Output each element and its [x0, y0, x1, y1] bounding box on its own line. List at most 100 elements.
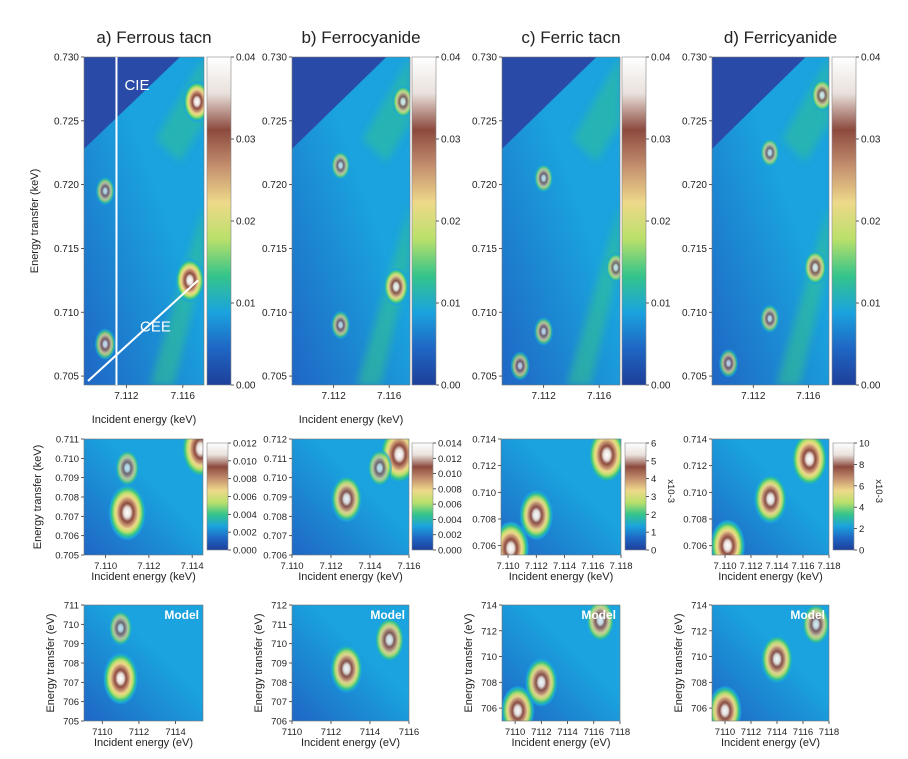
- panel-title: b) Ferrocyanide: [301, 28, 420, 47]
- panel-a3: 705 706 707 708 709 710 711 7110 7112 7114Inciden…: [45, 601, 204, 749]
- panel-title: d) Ferricyanide: [724, 28, 837, 47]
- colorbar: [624, 442, 647, 551]
- heatmap-feature: [501, 520, 530, 555]
- diagonal-band: [572, 57, 620, 162]
- colorbar-tick-label: 0.02: [236, 217, 256, 228]
- heatmap-feature: [367, 449, 393, 487]
- diagonal-band: [776, 204, 829, 385]
- x-tick-label: 7.112: [319, 561, 342, 572]
- y-tick-label: 0.720: [262, 180, 287, 191]
- x-tick-label: 7.114: [181, 561, 204, 572]
- y-tick-label: 0.720: [54, 180, 79, 191]
- colorbar-tick-label: 6: [859, 481, 864, 492]
- x-tick-label: 7114: [165, 727, 185, 738]
- heatmap-feature: [791, 439, 828, 487]
- x-tick-label: 7.116: [587, 391, 612, 402]
- colorbar-unit: x10-3: [665, 479, 676, 503]
- heatmap-feature: [502, 685, 535, 721]
- y-tick-label: 0.712: [263, 435, 287, 446]
- model-label: Model: [370, 608, 405, 622]
- panel-d2: 0.706 0.708 0.710 0.712 0.714 7.110 7.112 7.114…: [683, 435, 884, 584]
- y-tick-label: 0.725: [262, 116, 287, 127]
- y-tick-label: 0.712: [472, 461, 496, 472]
- heatmap-feature: [383, 267, 409, 306]
- heatmap-feature: [811, 78, 829, 112]
- x-tick-label: 7114: [360, 727, 380, 738]
- y-tick-label: 0.730: [472, 53, 497, 64]
- heatmap-area: [502, 57, 620, 385]
- x-tick-label: 7116: [584, 727, 604, 738]
- plot-frame: [711, 56, 830, 386]
- colorbar-tick-label: 0.02: [441, 217, 461, 228]
- x-tick-label: 7.116: [377, 391, 402, 402]
- x-tick-label: 7.112: [525, 561, 548, 572]
- y-tick-label: 710: [481, 652, 497, 663]
- heatmap-feature: [330, 644, 363, 694]
- y-tick-label: 0.725: [472, 116, 497, 127]
- x-tick-label: 7.112: [741, 391, 766, 402]
- plot-frame: [500, 438, 622, 556]
- heatmap-area: [84, 605, 203, 721]
- y-tick-label: 0.707: [263, 531, 287, 542]
- colorbar-tick-label: 2: [859, 524, 864, 535]
- x-tick-label: 7112: [321, 727, 341, 738]
- y-tick-label: 0.715: [682, 244, 707, 255]
- x-tick-label: 7118: [819, 727, 839, 738]
- heatmap-feature: [108, 484, 147, 541]
- heatmap-feature: [585, 605, 615, 643]
- heatmap-feature: [718, 348, 739, 378]
- y-tick-label: 0.706: [472, 541, 496, 552]
- colorbar-tick-label: 0.006: [233, 492, 257, 503]
- y-axis-label: Energy transfer (eV): [253, 613, 265, 712]
- panel-d3: 706 708 710 712 714 7110 7112 7114 7116 7118Incid…: [673, 601, 839, 750]
- panel-d1: 0.705 0.710 0.715 0.720 0.725 0.730 7.112 7.116…: [682, 28, 881, 402]
- colorbar-tick-label: 6: [651, 439, 656, 450]
- x-tick-label: 7110: [505, 727, 525, 738]
- y-tick-label: 0.715: [472, 244, 497, 255]
- heatmap-feature: [524, 657, 558, 707]
- colorbar-tick-label: 0.00: [441, 381, 461, 392]
- y-tick-label: 705: [63, 717, 79, 728]
- colorbar-tick-label: 0.002: [233, 528, 257, 539]
- colorbar-tick-label: 0.00: [861, 381, 881, 392]
- x-tick-label: 7.110: [280, 561, 303, 572]
- x-tick-label: 7114: [557, 727, 577, 738]
- x-tick-label: 7110: [92, 727, 112, 738]
- heatmap-feature: [115, 449, 140, 487]
- y-tick-label: 708: [63, 659, 79, 670]
- y-tick-label: 0.720: [682, 180, 707, 191]
- panel-c3: 706 708 710 712 714 7110 7112 7114 7116 7118Incid…: [463, 601, 630, 750]
- no-data-region: [712, 57, 806, 149]
- model-label: Model: [164, 608, 199, 622]
- colorbar-tick-label: 5: [651, 456, 656, 467]
- colorbar-tick-label: 0.03: [651, 135, 671, 146]
- heatmap-feature: [175, 258, 204, 303]
- panel-c1: 0.705 0.710 0.715 0.720 0.725 0.730 7.112 7.116…: [472, 28, 671, 402]
- panel-title: a) Ferrous tacn: [96, 28, 211, 47]
- y-tick-label: 0.710: [682, 308, 707, 319]
- heatmap-feature: [392, 85, 410, 118]
- y-axis-label: Energy transfer (keV): [29, 169, 41, 274]
- heatmap-feature: [330, 475, 363, 523]
- y-tick-label: 714: [691, 601, 707, 612]
- y-tick-label: 0.714: [472, 435, 496, 446]
- heatmap-area: [292, 57, 410, 385]
- colorbar-tick-label: 0.04: [441, 53, 461, 64]
- y-tick-label: 0.725: [682, 116, 707, 127]
- y-tick-label: 0.710: [263, 473, 287, 484]
- y-tick-label: 708: [271, 678, 287, 689]
- y-tick-label: 0.710: [472, 308, 497, 319]
- y-tick-label: 706: [63, 697, 79, 708]
- x-axis-label: Incident energy (keV): [718, 571, 823, 583]
- y-tick-label: 706: [271, 717, 287, 728]
- x-axis-label: Incident energy (keV): [509, 571, 614, 583]
- heatmap-feature: [534, 316, 554, 346]
- heatmap-area: [292, 439, 409, 555]
- heatmap-feature: [103, 652, 139, 705]
- y-tick-label: 0.720: [472, 180, 497, 191]
- panel-b2: 0.706 0.707 0.708 0.709 0.710 0.711 0.712 7.110…: [263, 435, 462, 584]
- x-axis-label: Incident energy (keV): [299, 414, 404, 426]
- model-label: Model: [581, 608, 616, 622]
- y-tick-label: 706: [481, 704, 497, 715]
